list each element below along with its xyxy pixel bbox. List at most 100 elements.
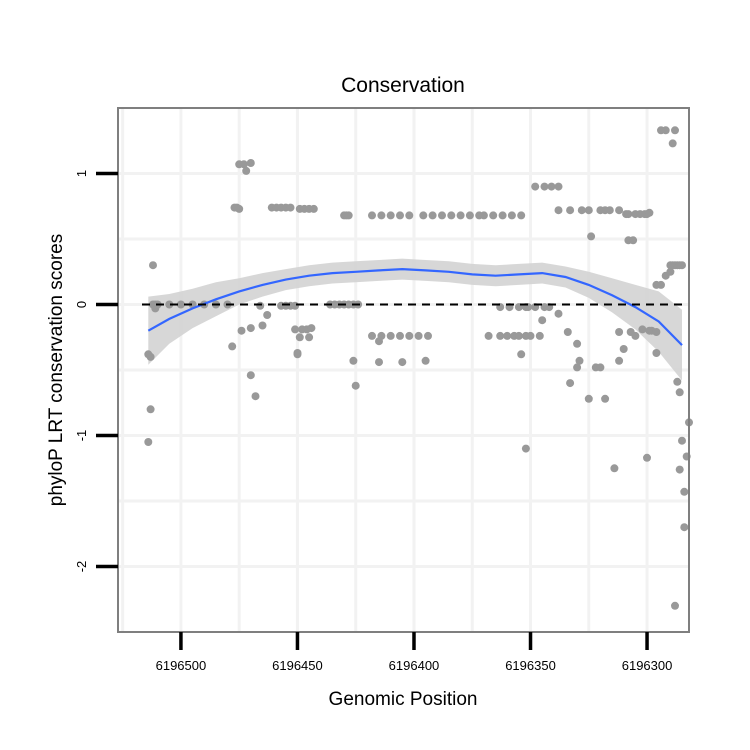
data-point [678,436,686,445]
data-point [375,358,383,367]
data-point [421,356,430,365]
data-point [587,232,596,241]
y-tick-label: 0 [74,301,89,308]
data-point [573,363,582,372]
data-point [176,300,185,309]
data-point [531,182,540,191]
x-axis-label: Genomic Position [329,689,478,710]
panel-border [117,107,690,633]
data-point [146,405,155,414]
data-point [678,261,686,270]
data-point [554,309,563,318]
data-point [680,487,689,496]
data-point [601,394,610,403]
data-point [293,349,302,357]
chart-title: Conservation [341,74,465,97]
data-point [503,331,512,340]
data-point [396,211,404,220]
y-tick-label: 1 [74,170,89,177]
data-point [291,301,300,310]
data-point [479,211,488,220]
data-point [566,379,575,388]
data-point [666,267,675,276]
data-point [309,204,318,213]
data-point [615,206,624,215]
data-point [540,182,549,191]
data-point [489,211,498,220]
data-point [507,211,516,220]
data-point [535,331,544,340]
data-point [652,280,661,289]
data-point [456,211,465,220]
data-point [498,211,507,220]
data-point [596,363,605,372]
data-point [414,331,423,340]
x-axis: 6196500 6196450 6196400 6196350 6196300 [156,632,673,673]
smooth-line [147,267,683,346]
data-points [144,126,693,610]
data-point [671,601,679,610]
data-point [295,333,304,342]
data-point [237,326,246,335]
data-point [165,300,174,309]
data-point [428,211,437,220]
data-point [675,465,684,474]
data-point [465,211,474,220]
data-point [386,211,395,220]
data-point [398,358,407,367]
data-point [575,356,584,365]
data-point [652,328,661,336]
smooth-line-group [147,267,683,346]
data-point [554,182,563,191]
data-point [396,331,404,340]
data-point [521,444,530,453]
y-axis-label: phyloP LRT conservation scores [46,234,67,507]
data-point [368,331,376,340]
data-point [673,377,682,386]
y-tick-label: -2 [74,561,89,573]
data-point [146,352,155,361]
data-point [305,333,314,342]
data-point [631,331,640,340]
data-point [349,356,358,365]
data-point [235,204,244,213]
x-tick-label: 6196400 [389,658,440,673]
data-point [668,139,677,148]
data-point [239,160,248,169]
data-point [638,325,647,334]
data-point [514,331,523,340]
data-point [496,331,505,340]
data-point [566,206,575,215]
x-tick-label: 6196300 [622,658,673,673]
data-point [246,159,255,167]
y-tick-label: -1 [74,430,89,442]
data-point [605,206,614,215]
data-point [624,210,633,219]
data-point [405,211,414,220]
data-point [386,331,395,340]
data-point [671,126,679,135]
data-point [144,438,153,446]
data-point [680,523,689,532]
data-point [251,392,260,401]
data-point [242,166,251,175]
data-point [577,206,586,215]
data-point [563,328,572,336]
data-point [256,301,265,310]
data-point [377,211,386,220]
data-point [228,342,237,351]
x-tick-label: 6196500 [156,658,207,673]
x-tick-label: 6196450 [272,658,323,673]
data-point [615,356,624,365]
data-point [540,303,549,312]
y-axis: 1 0 -1 -2 [74,170,118,572]
data-point [554,206,563,215]
data-point [447,211,456,220]
x-tick-label: 6196350 [505,658,556,673]
data-point [517,211,526,220]
confidence-band-group [148,258,683,381]
data-point [619,345,628,353]
data-point [263,311,272,319]
data-point [573,339,582,348]
data-point [291,325,300,334]
